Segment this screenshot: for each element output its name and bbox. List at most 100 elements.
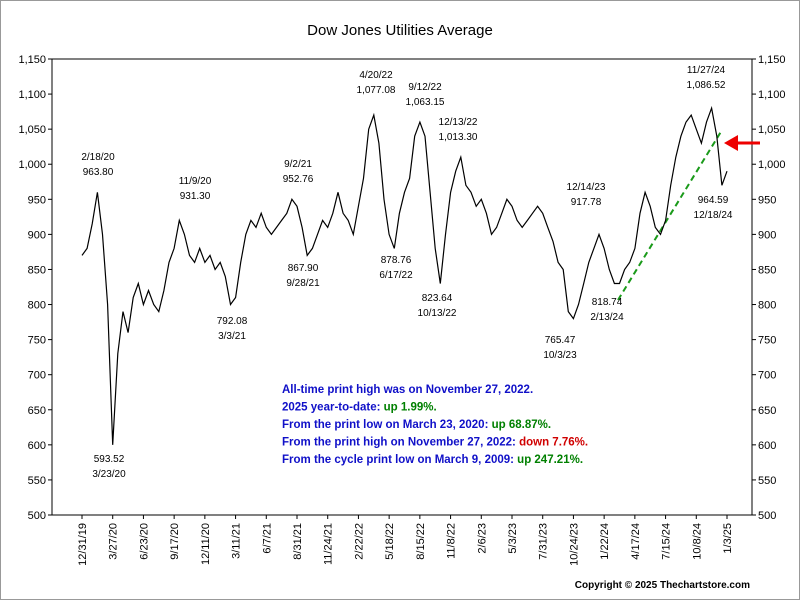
annotation: 2/13/24 <box>590 312 624 323</box>
annotation: 1,086.52 <box>687 80 726 91</box>
annotation: 1,077.08 <box>357 85 396 96</box>
y2-tick-label: 550 <box>758 475 776 487</box>
trendline <box>617 129 723 301</box>
x-tick-label: 9/17/20 <box>169 523 181 560</box>
annotation: 12/18/24 <box>694 210 733 221</box>
annotation: 11/9/20 <box>179 176 212 187</box>
annotation: 9/12/22 <box>408 82 442 93</box>
note: From the print high on November 27, 2022… <box>282 437 588 449</box>
y2-tick-label: 650 <box>758 405 776 417</box>
y2-tick-label: 1,150 <box>758 54 786 66</box>
y-tick-label: 550 <box>28 475 46 487</box>
x-tick-label: 8/15/22 <box>415 523 427 560</box>
y-tick-label: 1,000 <box>18 159 46 171</box>
y-tick-label: 650 <box>28 405 46 417</box>
x-tick-label: 10/8/24 <box>691 523 703 560</box>
x-tick-label: 2/22/22 <box>353 523 365 560</box>
x-tick-label: 3/27/20 <box>108 523 120 560</box>
annotation: 765.47 <box>545 335 576 346</box>
note-lead: From the print low on March 23, 2020: <box>282 419 492 431</box>
note-lead: All-time print high was on November 27, … <box>282 384 533 396</box>
x-tick-label: 2/6/23 <box>476 523 488 554</box>
copyright: Copyright © 2025 Thechartstore.com <box>575 580 750 591</box>
y-tick-label: 750 <box>28 335 46 347</box>
note-lead: 2025 year-to-date: <box>282 402 384 414</box>
y2-tick-label: 1,000 <box>758 159 786 171</box>
annotation: 9/28/21 <box>286 278 320 289</box>
x-tick-label: 5/3/23 <box>507 523 519 554</box>
annotation: 10/3/23 <box>543 350 577 361</box>
plot-area <box>51 58 753 516</box>
y-tick-label: 600 <box>28 440 46 452</box>
annotation: 931.30 <box>180 191 211 202</box>
y-tick-label: 500 <box>28 510 46 522</box>
x-tick-label: 12/31/19 <box>77 523 89 566</box>
y-tick-label: 900 <box>28 229 46 241</box>
annotation: 3/3/21 <box>218 331 246 342</box>
x-tick-label: 12/11/20 <box>200 523 212 565</box>
annotation: 12/14/23 <box>567 182 606 193</box>
annotation: 593.52 <box>94 454 125 465</box>
y2-tick-label: 800 <box>758 300 776 312</box>
x-tick-label: 7/15/24 <box>661 523 673 560</box>
arrow <box>724 135 760 151</box>
annotation: 1,013.30 <box>439 132 478 143</box>
x-tick-label: 6/23/20 <box>138 523 150 560</box>
y2-tick-label: 950 <box>758 194 776 206</box>
annotation: 823.64 <box>422 293 453 304</box>
x-tick-label: 7/31/23 <box>538 523 550 560</box>
annotation: 952.76 <box>283 174 314 185</box>
annotation: 2/18/20 <box>81 152 115 163</box>
y2-tick-label: 900 <box>758 229 776 241</box>
note-result: up 1.99%. <box>384 402 437 414</box>
annotation: 4/20/22 <box>359 70 393 81</box>
y2-tick-label: 1,100 <box>758 89 786 101</box>
y-tick-label: 1,150 <box>18 54 46 66</box>
y2-tick-label: 850 <box>758 264 776 276</box>
annotation: 12/13/22 <box>439 117 478 128</box>
price-line <box>81 105 728 445</box>
annotation: 1,063.15 <box>406 97 445 108</box>
y-tick-label: 700 <box>28 370 46 382</box>
y-tick-label: 800 <box>28 300 46 312</box>
x-tick-label: 3/11/21 <box>231 523 243 559</box>
y2-tick-label: 700 <box>758 370 776 382</box>
annotation: 10/13/22 <box>418 308 457 319</box>
note-result: up 247.21%. <box>517 454 583 466</box>
annotation: 867.90 <box>288 263 319 274</box>
y2-tick-label: 1,050 <box>758 124 786 136</box>
y-tick-label: 850 <box>28 264 46 276</box>
note-lead: From the cycle print low on March 9, 200… <box>282 454 517 466</box>
note-lead: From the print high on November 27, 2022… <box>282 437 519 449</box>
note: All-time print high was on November 27, … <box>282 384 533 396</box>
y-tick-label: 1,050 <box>18 124 46 136</box>
x-tick-label: 1/22/24 <box>599 523 611 560</box>
annotation: 3/23/20 <box>92 469 126 480</box>
annotation: 9/2/21 <box>284 159 312 170</box>
annotation: 6/17/22 <box>379 270 413 281</box>
x-tick-label: 4/17/24 <box>630 523 642 560</box>
x-tick-label: 8/31/21 <box>292 523 304 560</box>
chart-title: Dow Jones Utilities Average <box>307 22 493 39</box>
y2-tick-label: 500 <box>758 510 776 522</box>
note-result: up 68.87%. <box>492 419 551 431</box>
x-tick-label: 11/24/21 <box>323 523 335 565</box>
annotation: 963.80 <box>83 167 114 178</box>
annotation: 964.59 <box>698 195 729 206</box>
y2-tick-label: 600 <box>758 440 776 452</box>
x-tick-label: 5/18/22 <box>384 523 396 560</box>
annotation: 917.78 <box>571 197 602 208</box>
y2-tick-label: 750 <box>758 335 776 347</box>
annotation: 792.08 <box>217 316 248 327</box>
x-tick-label: 11/8/22 <box>446 523 458 559</box>
note: From the print low on March 23, 2020: up… <box>282 419 551 431</box>
annotation: 878.76 <box>381 255 412 266</box>
annotation: 818.74 <box>592 297 623 308</box>
annotation: 11/27/24 <box>687 65 726 76</box>
x-tick-label: 10/24/23 <box>568 523 580 566</box>
note: 2025 year-to-date: up 1.99%. <box>282 402 437 414</box>
y-tick-label: 950 <box>28 194 46 206</box>
note: From the cycle print low on March 9, 200… <box>282 454 583 466</box>
note-result: down 7.76%. <box>519 437 588 449</box>
